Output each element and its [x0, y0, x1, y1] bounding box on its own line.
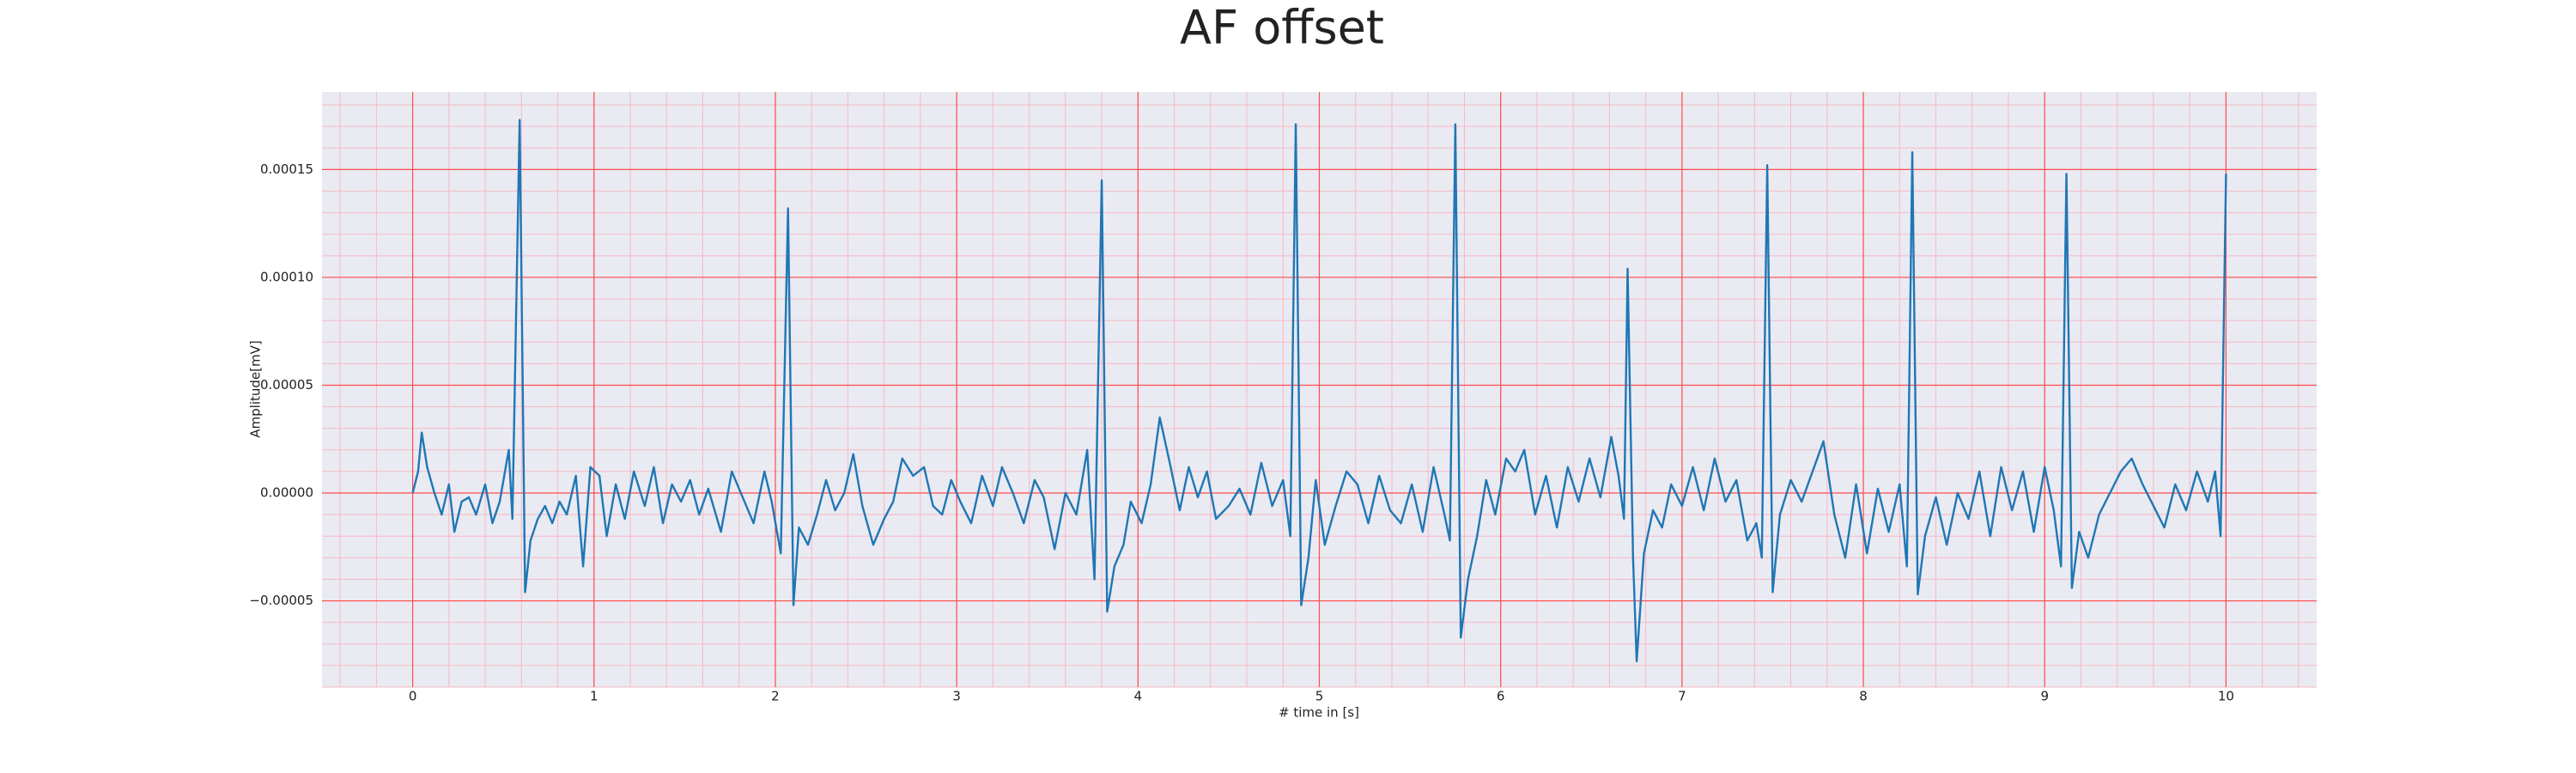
x-tick-label: 1 [590, 689, 598, 704]
x-tick-label: 5 [1315, 689, 1324, 704]
x-tick-label: 9 [2040, 689, 2049, 704]
x-tick-label: 10 [2218, 689, 2234, 704]
labels: 0 1 2 3 4 5 6 7 8 9 10 −0.00005 0.00000 0.00005 0.0001… [249, 161, 2234, 704]
marks [411, 119, 2227, 663]
y-tick-label: −0.00005 [249, 593, 313, 608]
chart-title: AF offset [1180, 1, 1384, 55]
x-tick-label: 2 [771, 689, 780, 704]
x-axis-label: # time in [s] [1279, 705, 1359, 721]
x-tick-label: 8 [1859, 689, 1868, 704]
y-tick-label: 0.00015 [260, 161, 313, 177]
y-tick-label: 0.00000 [260, 485, 313, 501]
grid [322, 92, 2317, 688]
x-tick-label: 0 [409, 689, 417, 704]
y-tick-label: 0.00005 [260, 377, 313, 393]
y-axis-label: Amplitude[mV] [248, 340, 264, 437]
x-tick-label: 6 [1497, 689, 1505, 704]
data-line [411, 119, 2227, 663]
y-tick-label: 0.00010 [260, 269, 313, 284]
x-tick-label: 3 [952, 689, 961, 704]
x-tick-label: 7 [1678, 689, 1686, 704]
x-tick-label: 4 [1134, 689, 1143, 704]
